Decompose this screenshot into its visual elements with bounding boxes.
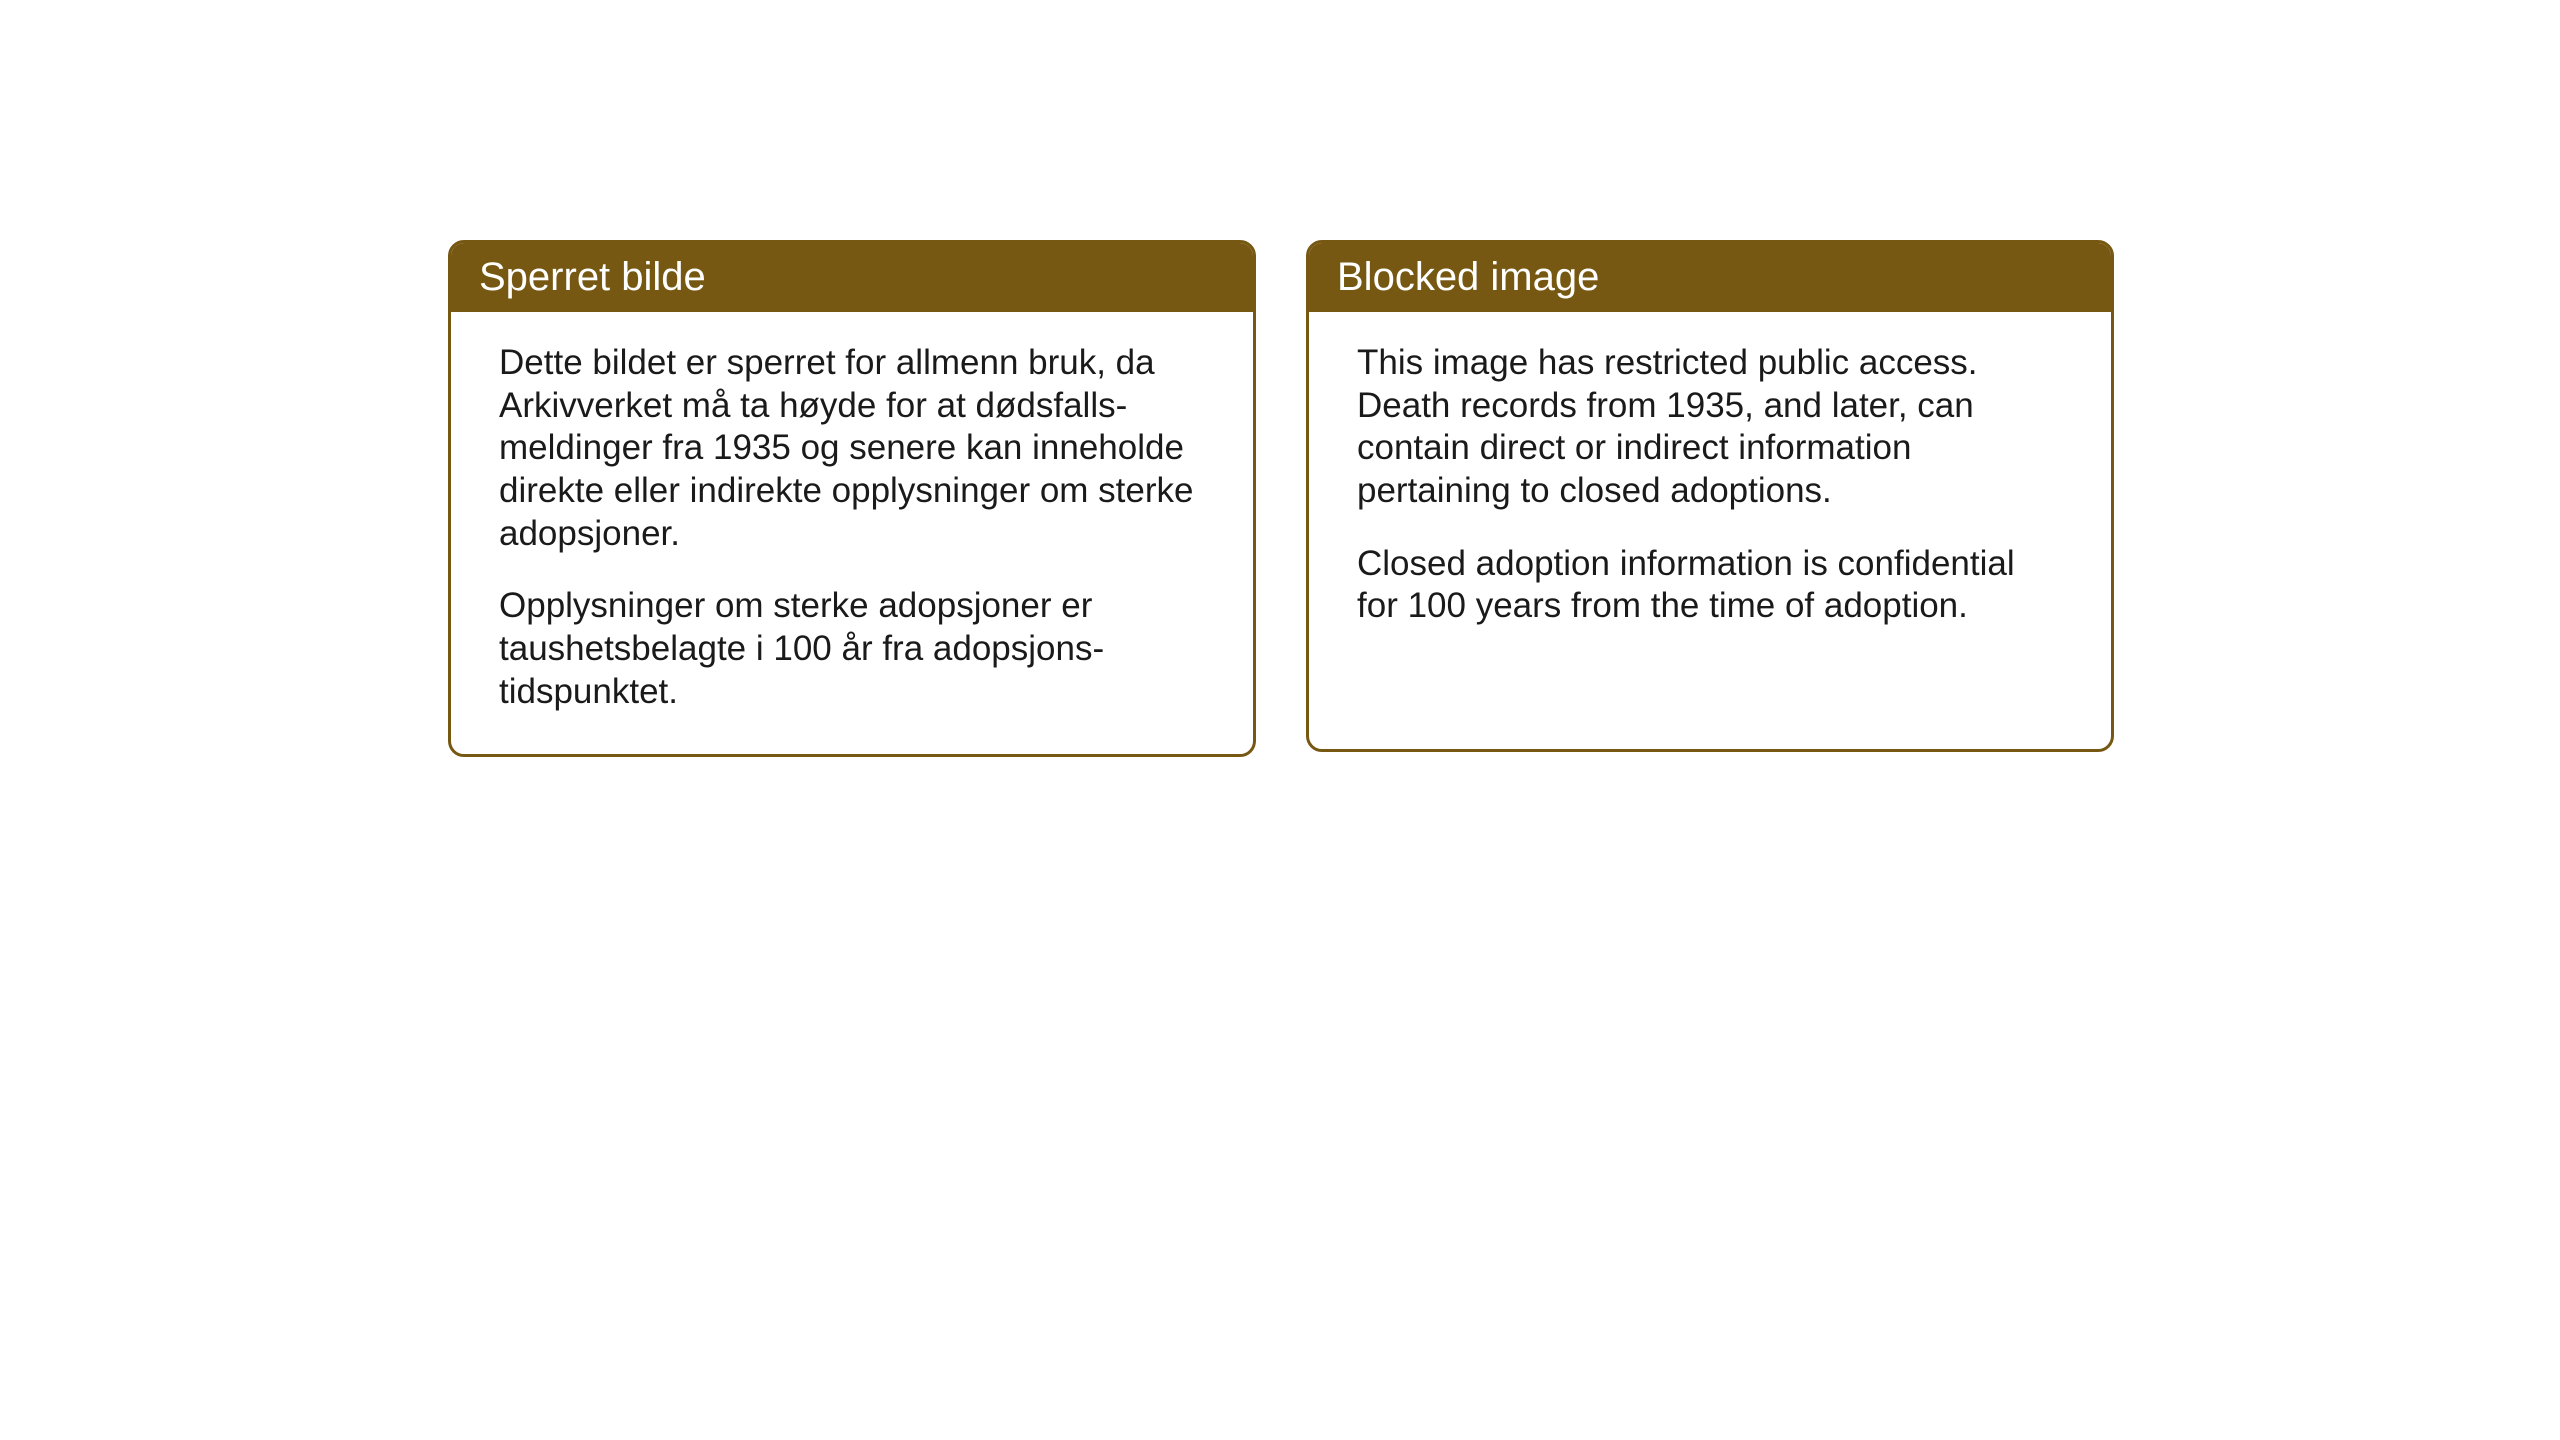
card-header-norwegian: Sperret bilde: [451, 243, 1253, 312]
notice-card-english: Blocked image This image has restricted …: [1306, 240, 2114, 752]
notice-paragraph-2-no: Opplysninger om sterke adopsjoner er tau…: [499, 585, 1205, 713]
notice-paragraph-1-en: This image has restricted public access.…: [1357, 342, 2063, 513]
notice-paragraph-2-en: Closed adoption information is confident…: [1357, 543, 2063, 628]
card-body-norwegian: Dette bildet er sperret for allmenn bruk…: [451, 312, 1253, 754]
card-body-english: This image has restricted public access.…: [1309, 312, 2111, 668]
notice-cards-container: Sperret bilde Dette bildet er sperret fo…: [448, 240, 2114, 757]
notice-paragraph-1-no: Dette bildet er sperret for allmenn bruk…: [499, 342, 1205, 555]
notice-card-norwegian: Sperret bilde Dette bildet er sperret fo…: [448, 240, 1256, 757]
card-header-english: Blocked image: [1309, 243, 2111, 312]
